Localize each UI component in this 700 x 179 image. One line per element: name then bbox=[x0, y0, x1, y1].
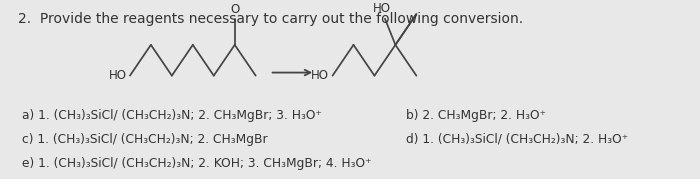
Text: c) 1. (CH₃)₃SiCl/ (CH₃CH₂)₃N; 2. CH₃MgBr: c) 1. (CH₃)₃SiCl/ (CH₃CH₂)₃N; 2. CH₃MgBr bbox=[22, 133, 267, 146]
Text: e) 1. (CH₃)₃SiCl/ (CH₃CH₂)₃N; 2. KOH; 3. CH₃MgBr; 4. H₃O⁺: e) 1. (CH₃)₃SiCl/ (CH₃CH₂)₃N; 2. KOH; 3.… bbox=[22, 157, 371, 170]
Text: HO: HO bbox=[311, 69, 329, 82]
Text: 2.  Provide the reagents necessary to carry out the following conversion.: 2. Provide the reagents necessary to car… bbox=[18, 12, 524, 26]
Text: d) 1. (CH₃)₃SiCl/ (CH₃CH₂)₃N; 2. H₃O⁺: d) 1. (CH₃)₃SiCl/ (CH₃CH₂)₃N; 2. H₃O⁺ bbox=[406, 133, 628, 146]
Text: b) 2. CH₃MgBr; 2. H₃O⁺: b) 2. CH₃MgBr; 2. H₃O⁺ bbox=[406, 109, 546, 122]
Text: HO: HO bbox=[372, 2, 391, 15]
Text: O: O bbox=[230, 3, 239, 16]
Text: HO: HO bbox=[108, 69, 127, 82]
Text: a) 1. (CH₃)₃SiCl/ (CH₃CH₂)₃N; 2. CH₃MgBr; 3. H₃O⁺: a) 1. (CH₃)₃SiCl/ (CH₃CH₂)₃N; 2. CH₃MgBr… bbox=[22, 109, 321, 122]
